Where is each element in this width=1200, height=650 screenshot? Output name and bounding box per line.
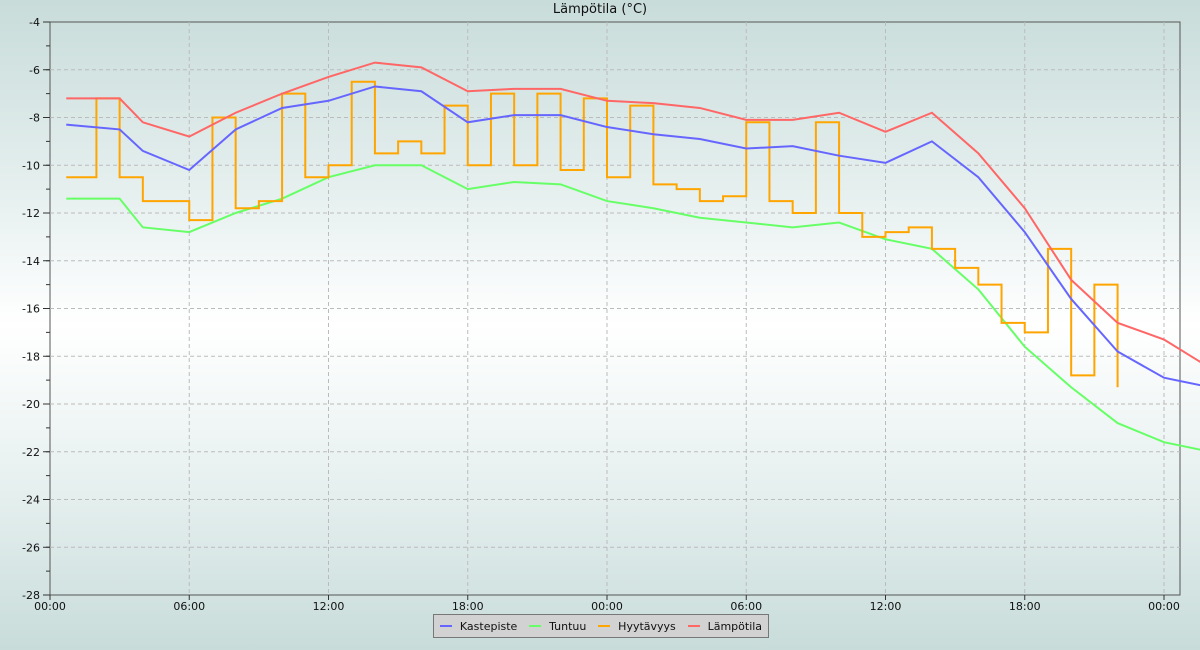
series-line-lmptila	[66, 61, 1200, 363]
x-tick-label: 06:00	[173, 600, 205, 613]
x-tick-label: 00:00	[591, 600, 623, 613]
y-tick-label: -22	[22, 446, 40, 459]
y-tick-label: -24	[22, 494, 40, 507]
legend-label: Tuntuu	[549, 619, 587, 633]
legend-swatch	[439, 625, 452, 627]
legend-item-kastepiste: Kastepiste	[439, 619, 518, 633]
series-line-hyytvyys	[66, 80, 1119, 388]
series-line-kastepiste	[66, 85, 1200, 387]
y-tick-label: -8	[29, 112, 40, 125]
y-tick-label: -10	[22, 159, 40, 172]
legend-item-tuntuu: Tuntuu	[529, 620, 586, 633]
x-tick-label: 12:00	[870, 600, 902, 613]
y-tick-label: -28	[22, 589, 40, 602]
legend-label: Hyytävyys	[618, 619, 676, 633]
legend-swatch	[529, 625, 542, 627]
x-tick-label: 06:00	[730, 600, 762, 613]
y-tick-label: -16	[22, 303, 40, 316]
legend-swatch	[598, 625, 611, 627]
series-line-tuntuu	[66, 164, 1200, 451]
y-tick-label: -4	[29, 16, 40, 29]
x-tick-label: 18:00	[1009, 600, 1041, 613]
legend-item-hyytavyys: Hyytävyys	[598, 620, 676, 633]
x-tick-label: 18:00	[452, 600, 484, 613]
legend-item-lampotila: Lämpötila	[687, 619, 763, 633]
legend-label: Lämpötila	[707, 619, 763, 633]
legend-swatch	[687, 625, 700, 627]
x-tick-label: 00:00	[34, 600, 66, 613]
y-tick-label: -18	[22, 350, 40, 363]
legend: Kastepiste Tuntuu Hyytävyys Lämpötila	[433, 614, 769, 638]
y-tick-label: -20	[22, 398, 40, 411]
y-tick-label: -26	[22, 541, 40, 554]
y-tick-label: -12	[22, 207, 40, 220]
x-tick-label: 00:00	[1148, 600, 1180, 613]
legend-label: Kastepiste	[459, 619, 518, 633]
y-tick-label: -14	[22, 255, 40, 268]
y-tick-label: -6	[29, 64, 40, 77]
x-tick-label: 12:00	[313, 600, 345, 613]
chart-title: Lämpötila (°C)	[552, 2, 648, 17]
